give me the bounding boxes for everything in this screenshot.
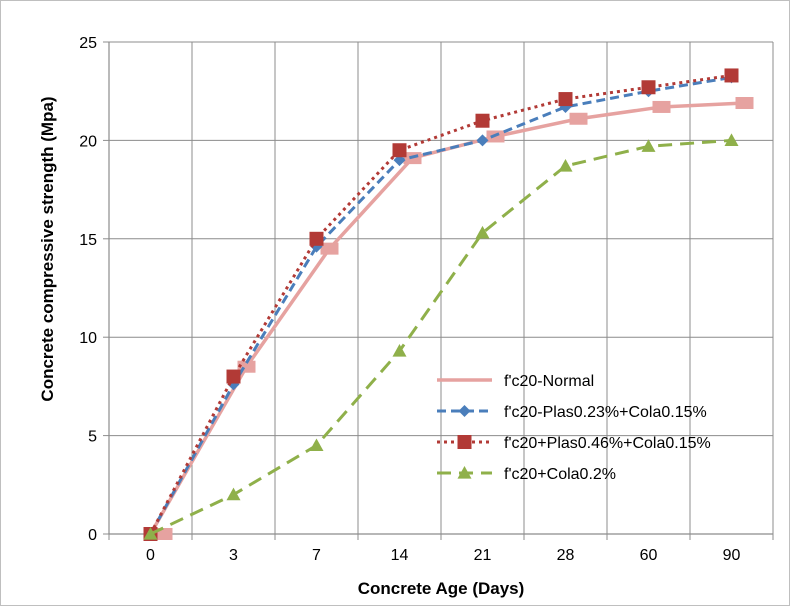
data-point xyxy=(558,92,573,107)
x-tick-label: 7 xyxy=(312,547,321,564)
y-tick-label: 25 xyxy=(79,35,97,52)
data-point xyxy=(143,527,158,540)
data-point xyxy=(392,343,407,357)
data-point xyxy=(320,242,339,255)
x-tick-label: 3 xyxy=(229,547,238,564)
series-line xyxy=(149,73,732,535)
x-tick-label: 60 xyxy=(640,547,658,564)
x-tick-label: 21 xyxy=(474,547,492,564)
data-point xyxy=(735,97,754,110)
data-point xyxy=(476,134,489,147)
legend-item-0: f'c20-Normal xyxy=(437,373,594,390)
series-3 xyxy=(143,133,739,540)
data-point xyxy=(457,466,472,479)
data-point xyxy=(309,438,324,452)
y-axis-title: Concrete compressive strength (Mpa) xyxy=(38,96,57,401)
legend-item-2: f'c20+Plas0.46%+Cola0.15% xyxy=(437,435,711,452)
x-tick-label: 14 xyxy=(391,547,409,564)
grid xyxy=(108,41,774,535)
data-point xyxy=(475,113,490,128)
series xyxy=(143,68,754,541)
y-tick-label: 0 xyxy=(88,527,97,544)
legend-item-3: f'c20+Cola0.2% xyxy=(437,466,616,483)
legend-label: f'c20+Plas0.46%+Cola0.15% xyxy=(504,435,711,452)
data-point xyxy=(475,225,490,239)
data-point xyxy=(558,158,573,172)
legend-label: f'c20-Plas0.23%+Cola0.15% xyxy=(504,404,707,421)
data-point xyxy=(652,100,671,113)
y-tick-label: 20 xyxy=(79,133,97,150)
y-tick-label: 10 xyxy=(79,330,97,347)
data-point xyxy=(569,112,588,125)
series-line xyxy=(148,101,745,535)
y-tick-label: 15 xyxy=(79,232,97,249)
legend-item-1: f'c20-Plas0.23%+Cola0.15% xyxy=(437,404,707,421)
legend-label: f'c20+Cola0.2% xyxy=(504,466,616,483)
series-0 xyxy=(148,97,754,540)
data-point xyxy=(458,405,471,417)
data-point xyxy=(457,435,472,449)
data-point xyxy=(392,143,407,158)
series-line xyxy=(149,75,732,535)
x-tick-label: 0 xyxy=(146,547,155,564)
y-tick-label: 5 xyxy=(88,429,97,446)
data-point xyxy=(309,231,324,246)
data-point xyxy=(226,369,241,384)
data-point xyxy=(226,487,241,501)
data-point xyxy=(724,133,739,146)
data-point xyxy=(641,80,656,95)
x-tick-label: 90 xyxy=(723,547,741,564)
legend-label: f'c20-Normal xyxy=(504,373,594,390)
x-axis-title: Concrete Age (Days) xyxy=(358,579,525,598)
legend: f'c20-Normal f'c20-Plas0.23%+Cola0.15% f'c… xyxy=(437,373,711,483)
data-point xyxy=(724,68,739,83)
data-point xyxy=(641,139,656,152)
series-line xyxy=(149,138,732,536)
x-tick-label: 28 xyxy=(557,547,575,564)
axes: 0 5 10 15 20 25 0 3 7 14 21 28 60 90 xyxy=(79,35,774,564)
